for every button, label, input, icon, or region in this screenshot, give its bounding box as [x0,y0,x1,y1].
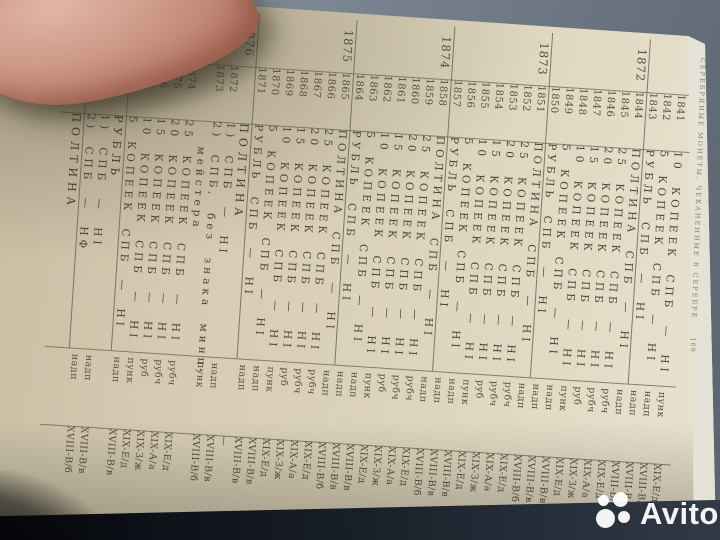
avito-watermark: Avito [596,492,719,536]
page-number: 169 [688,337,698,353]
watermark-label: Avito [640,496,719,531]
avito-logo-icon [596,492,636,536]
dark-corner-shadow [0,470,120,540]
